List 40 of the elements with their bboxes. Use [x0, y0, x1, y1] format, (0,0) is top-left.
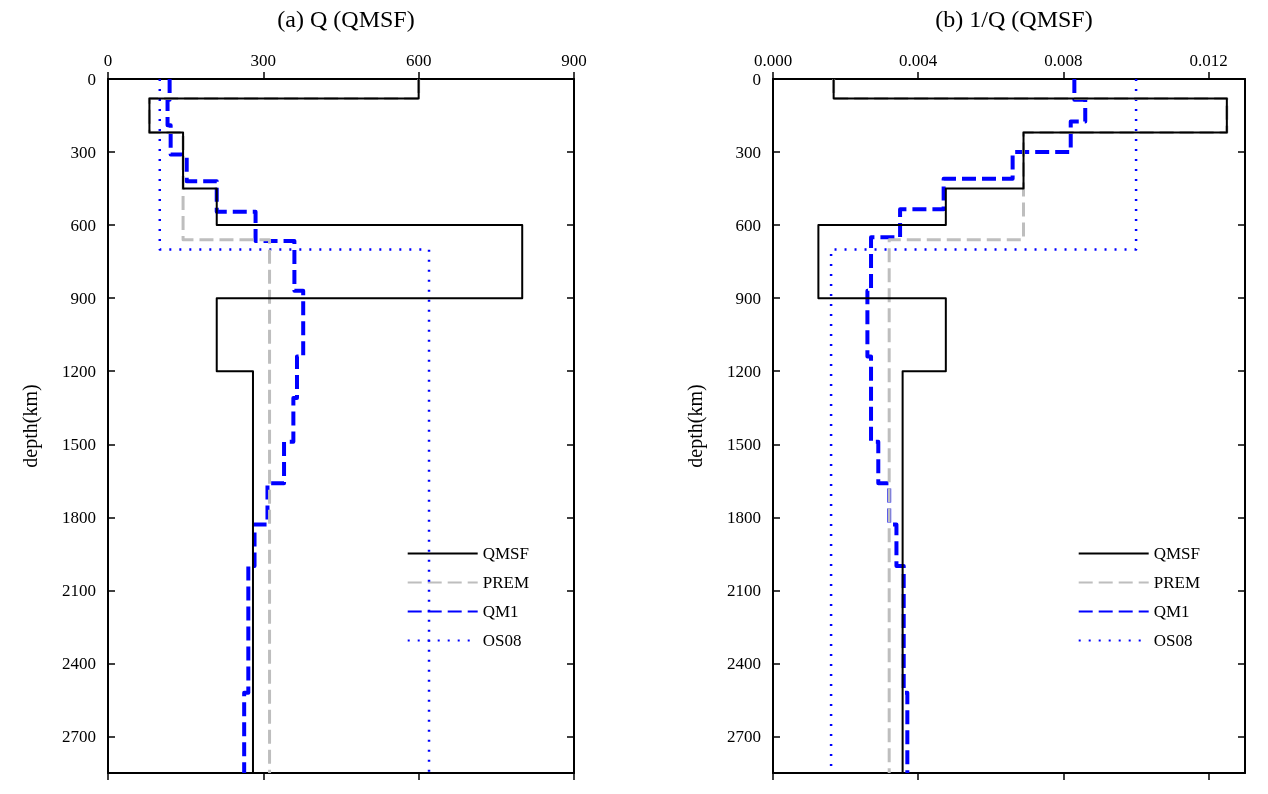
x-tick-label: 300 — [250, 51, 277, 70]
x-tick-label: 0.008 — [1044, 51, 1083, 70]
y-tick-label: 300 — [735, 142, 761, 162]
y-tick-label: 2100 — [62, 580, 96, 600]
legend-label: OS08 — [482, 631, 522, 650]
legend-label: PREM — [1153, 573, 1200, 592]
y-tick-label: 2700 — [62, 726, 96, 746]
y-tick-label: 600 — [735, 215, 761, 235]
legend-label: QM1 — [482, 602, 519, 621]
y-axis-title: depth(km) — [19, 384, 42, 468]
chart-title: (b) 1/Q (QMSF) — [935, 6, 1093, 32]
legend-label: QMSF — [482, 544, 530, 563]
legend-label: QM1 — [1153, 602, 1190, 621]
y-tick-label: 2700 — [727, 726, 761, 746]
x-tick-label: 900 — [561, 51, 587, 70]
y-tick-label: 1200 — [62, 361, 96, 381]
y-tick-label: 2400 — [62, 653, 96, 673]
y-tick-label: 1800 — [62, 507, 96, 527]
y-tick-label: 1200 — [727, 361, 761, 381]
y-tick-label: 2400 — [727, 653, 761, 673]
legend-label: PREM — [482, 573, 529, 592]
chart-title: (a) Q (QMSF) — [277, 6, 415, 32]
y-tick-label: 600 — [70, 215, 96, 235]
y-tick-label: 2100 — [727, 580, 761, 600]
legend-label: QMSF — [1153, 544, 1201, 563]
y-axis-title: depth(km) — [684, 384, 707, 468]
y-tick-label: 1500 — [62, 434, 96, 454]
y-tick-label: 1800 — [727, 507, 761, 527]
y-tick-label: 900 — [70, 288, 96, 308]
x-tick-label: 0 — [103, 51, 113, 70]
y-tick-label: 300 — [70, 142, 96, 162]
y-tick-label: 0 — [87, 69, 96, 89]
y-tick-label: 900 — [735, 288, 761, 308]
y-tick-label: 0 — [752, 69, 761, 89]
x-tick-label: 0.000 — [753, 51, 793, 70]
y-tick-label: 1500 — [727, 434, 761, 454]
x-tick-label: 0.012 — [1189, 51, 1228, 70]
x-tick-label: 0.004 — [899, 51, 938, 70]
x-tick-label: 600 — [405, 51, 432, 70]
legend-label: OS08 — [1153, 631, 1193, 650]
